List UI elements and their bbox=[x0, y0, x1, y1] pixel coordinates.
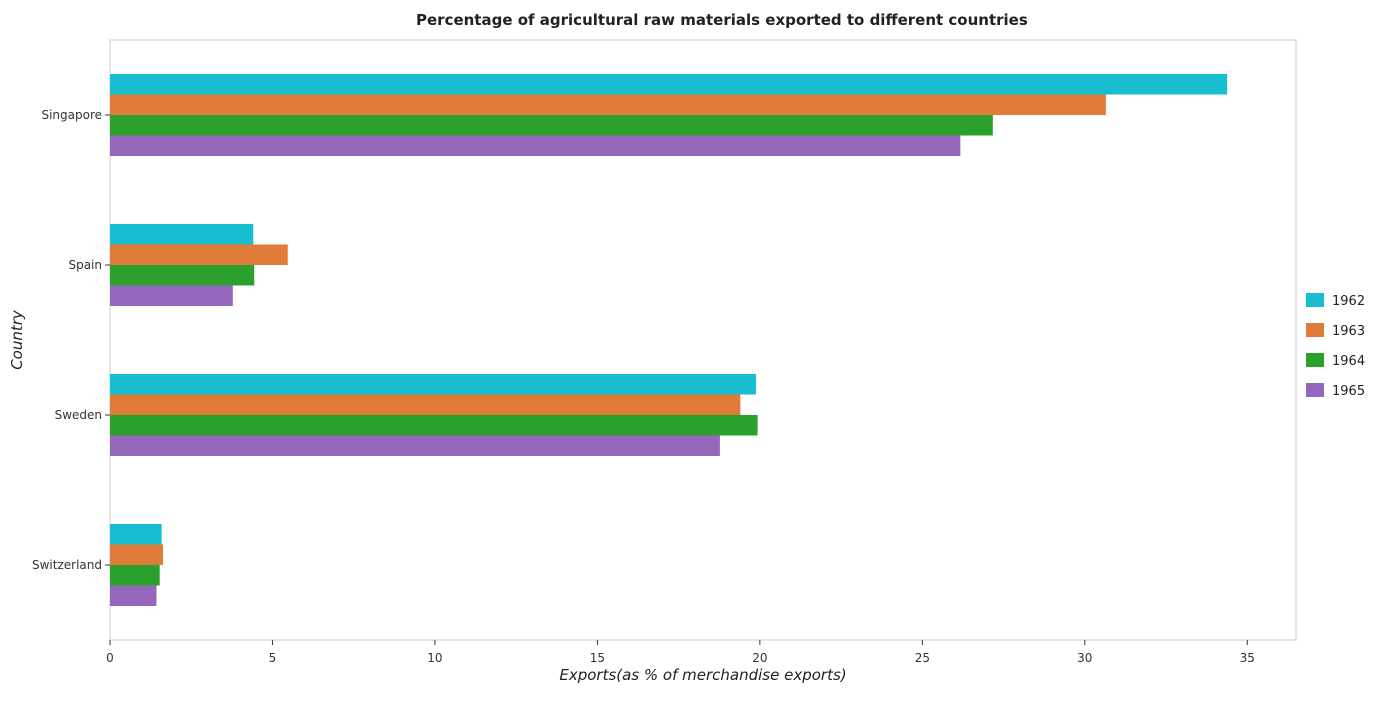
bar-switzerland-1965 bbox=[110, 585, 157, 606]
bar-spain-1964 bbox=[110, 265, 255, 286]
bar-switzerland-1964 bbox=[110, 565, 160, 586]
bar-sweden-1963 bbox=[110, 394, 741, 415]
x-ticks-layer: 0 5 10 15 20 25 30 35 bbox=[106, 640, 1255, 665]
x-tick-label: 5 bbox=[269, 651, 277, 665]
legend-swatch-1965 bbox=[1306, 383, 1324, 397]
legend-label-1964: 1964 bbox=[1332, 354, 1365, 369]
bar-singapore-1963 bbox=[110, 94, 1106, 115]
bar-sweden-1962 bbox=[110, 374, 756, 395]
x-tick-label: 25 bbox=[915, 651, 930, 665]
legend-label-1963: 1963 bbox=[1332, 324, 1365, 339]
bars-layer bbox=[110, 74, 1228, 606]
y-tick-label: Switzerland bbox=[32, 558, 102, 572]
y-tick-label: Singapore bbox=[41, 108, 102, 122]
legend: 1962 1963 1964 1965 bbox=[1306, 293, 1365, 399]
chart-title: Percentage of agricultural raw materials… bbox=[416, 11, 1028, 29]
y-axis-label: Country bbox=[8, 309, 26, 370]
x-tick-label: 20 bbox=[752, 651, 767, 665]
bar-switzerland-1963 bbox=[110, 544, 163, 565]
x-tick-label: 0 bbox=[106, 651, 114, 665]
bar-sweden-1965 bbox=[110, 435, 720, 456]
bar-spain-1965 bbox=[110, 285, 233, 306]
y-tick-label: Sweden bbox=[55, 408, 102, 422]
bar-singapore-1965 bbox=[110, 135, 961, 156]
bar-singapore-1964 bbox=[110, 115, 993, 136]
bar-sweden-1964 bbox=[110, 415, 758, 436]
bar-singapore-1962 bbox=[110, 74, 1228, 95]
x-tick-label: 35 bbox=[1240, 651, 1255, 665]
bar-spain-1963 bbox=[110, 244, 288, 265]
x-tick-label: 10 bbox=[427, 651, 442, 665]
legend-label-1965: 1965 bbox=[1332, 384, 1365, 399]
x-tick-label: 30 bbox=[1077, 651, 1092, 665]
bar-switzerland-1962 bbox=[110, 524, 162, 545]
legend-swatch-1964 bbox=[1306, 353, 1324, 367]
x-tick-label: 15 bbox=[590, 651, 605, 665]
bar-spain-1962 bbox=[110, 224, 254, 245]
legend-swatch-1962 bbox=[1306, 293, 1324, 307]
legend-label-1962: 1962 bbox=[1332, 294, 1365, 309]
y-ticks-layer: Singapore Spain Sweden Switzerland bbox=[32, 108, 110, 572]
y-tick-label: Spain bbox=[68, 258, 102, 272]
legend-swatch-1963 bbox=[1306, 323, 1324, 337]
plot-frame bbox=[109, 39, 1297, 641]
x-axis-label: Exports(as % of merchandise exports) bbox=[559, 666, 846, 684]
